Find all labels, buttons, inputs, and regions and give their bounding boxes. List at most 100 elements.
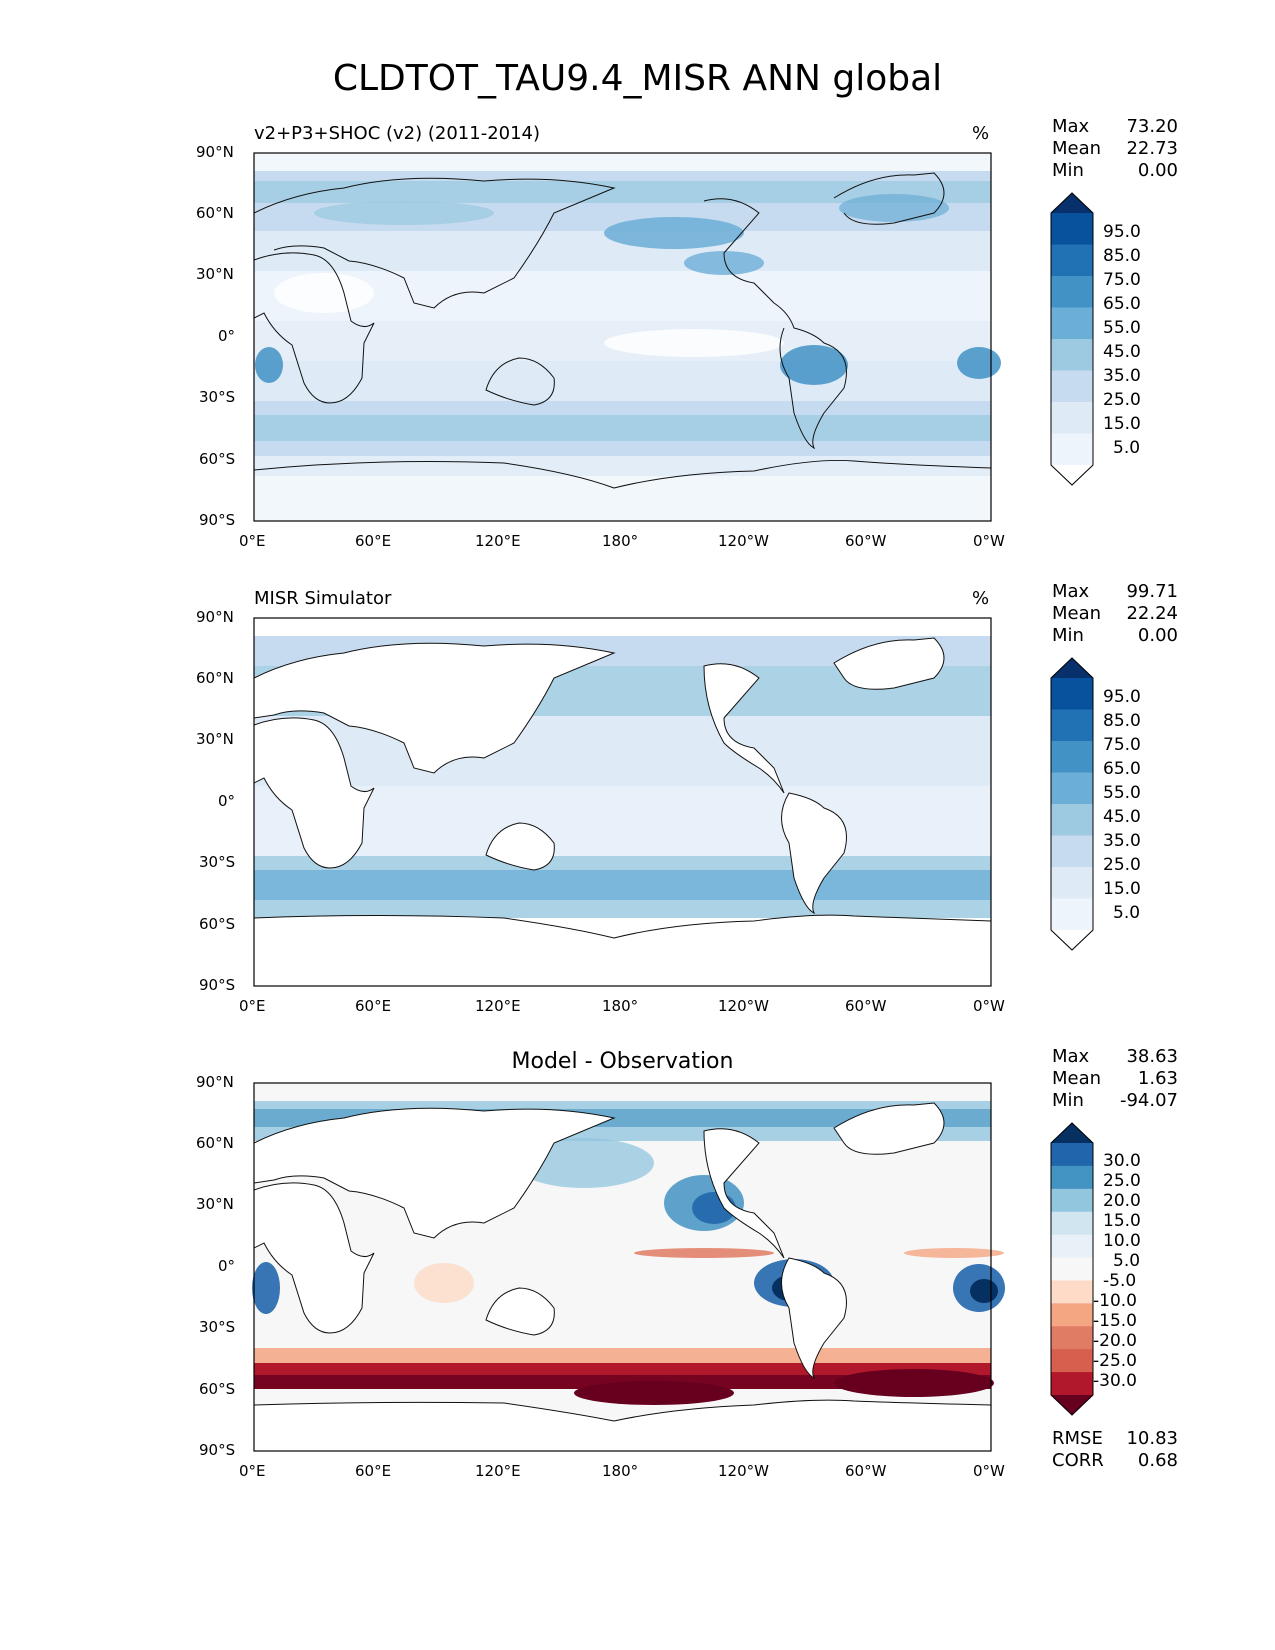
colorbar-label: 45.0: [1103, 342, 1141, 362]
lon-tick: 180°: [602, 1462, 639, 1480]
lat-tick: 0°: [218, 792, 236, 810]
lon-tick: 120°W: [718, 1462, 769, 1480]
lon-tick: 180°: [602, 997, 639, 1015]
lat-tick: 60°S: [199, 1380, 236, 1398]
lat-tick: 30°N: [196, 730, 234, 748]
colorbar-segment: [1051, 678, 1093, 710]
panel-2-colorbar: [1050, 657, 1094, 951]
colorbar-label: 35.0: [1103, 831, 1141, 851]
colorbar-segment: [1051, 339, 1093, 371]
lon-tick: 120°E: [475, 532, 521, 550]
panel-3-stats: Max 38.63 Mean 1.63 Min -94.07: [1052, 1046, 1178, 1111]
colorbar-label: -25.0: [1093, 1351, 1137, 1371]
colorbar-label: 45.0: [1103, 807, 1141, 827]
colorbar-label: -10.0: [1093, 1291, 1137, 1311]
panel-1-stats: Max 73.20 Mean 22.73 Min 0.00: [1052, 116, 1178, 181]
colorbar-segment: [1051, 370, 1093, 403]
colorbar-label: 75.0: [1103, 735, 1141, 755]
colorbar-label: 20.0: [1103, 1191, 1141, 1211]
colorbar-segment: [1051, 1143, 1093, 1167]
lat-tick: 90°S: [199, 976, 236, 994]
lon-tick: 120°W: [718, 532, 769, 550]
lat-tick: 90°S: [199, 511, 236, 529]
panel-3-map: [252, 1082, 1005, 1452]
lon-tick: 120°E: [475, 1462, 521, 1480]
lat-tick: 30°N: [196, 1195, 234, 1213]
lon-tick: 0°W: [973, 997, 1005, 1015]
colorbar-segment: [1051, 244, 1093, 277]
colorbar-segment: [1051, 1280, 1093, 1304]
lon-tick: 60°E: [355, 997, 392, 1015]
colorbar-segment: [1051, 1372, 1093, 1396]
colorbar-segment: [1051, 772, 1093, 805]
figure-title: CLDTOT_TAU9.4_MISR ANN global: [332, 58, 943, 99]
lat-tick: 60°N: [196, 669, 234, 687]
colorbar-outline: [1050, 1122, 1094, 1416]
colorbar-segment: [1051, 1165, 1093, 1190]
colorbar-segment: [1051, 1234, 1093, 1259]
colorbar-label: 65.0: [1103, 294, 1141, 314]
colorbar-label: 55.0: [1103, 318, 1141, 338]
panel-2-units: %: [972, 588, 990, 609]
lon-tick: 120°W: [718, 997, 769, 1015]
lat-tick: 60°N: [196, 204, 234, 222]
colorbar-segment: [1051, 402, 1093, 434]
colorbar-outline: [1050, 192, 1094, 486]
colorbar-segment: [1051, 276, 1093, 308]
colorbar-extend-top: [1051, 193, 1093, 213]
lat-tick: 60°S: [199, 450, 236, 468]
lat-tick: 60°S: [199, 915, 236, 933]
colorbar-outline: [1050, 657, 1094, 951]
colorbar-label: 15.0: [1103, 1211, 1141, 1231]
colorbar-label: 15.0: [1103, 879, 1141, 899]
colorbar-segment: [1051, 1303, 1093, 1327]
colorbar-segment: [1051, 1188, 1093, 1213]
colorbar-label: 25.0: [1103, 1171, 1141, 1191]
colorbar-label: 95.0: [1103, 687, 1141, 707]
colorbar-segment: [1051, 213, 1093, 245]
colorbar-segment: [1051, 1211, 1093, 1236]
lat-tick: 0°: [218, 327, 236, 345]
lat-tick: 90°S: [199, 1441, 236, 1459]
lon-tick: 0°E: [239, 1462, 266, 1480]
lat-tick: 60°N: [196, 1134, 234, 1152]
colorbar-label: 5.0: [1113, 903, 1141, 923]
colorbar-label: 95.0: [1103, 222, 1141, 242]
lon-tick: 0°W: [973, 532, 1005, 550]
lon-tick: 60°E: [355, 532, 392, 550]
colorbar-label: 25.0: [1103, 855, 1141, 875]
colorbar-segment: [1051, 433, 1093, 466]
colorbar-label: 30.0: [1103, 1151, 1141, 1171]
colorbar-extend-bottom: [1051, 930, 1093, 950]
lon-tick: 60°W: [845, 532, 887, 550]
panel-3-title: Model - Observation: [511, 1049, 734, 1074]
lat-tick: 30°S: [199, 388, 236, 406]
lat-tick: 90°N: [196, 143, 234, 161]
lon-tick: 0°E: [239, 532, 266, 550]
colorbar-label: 85.0: [1103, 246, 1141, 266]
panel-3-colorbar: [1050, 1122, 1094, 1416]
lat-tick: 90°N: [196, 608, 234, 626]
lon-tick: 60°W: [845, 997, 887, 1015]
colorbar-extend-bottom: [1051, 465, 1093, 485]
colorbar-segment: [1051, 709, 1093, 742]
lat-tick: 90°N: [196, 1073, 234, 1091]
panel-2-stats: Max 99.71 Mean 22.24 Min 0.00: [1052, 581, 1178, 646]
panel-2-map: [253, 617, 992, 987]
lat-tick: 30°N: [196, 265, 234, 283]
panel-1-colorbar: [1050, 192, 1094, 486]
colorbar-label: 65.0: [1103, 759, 1141, 779]
colorbar-segment: [1051, 1326, 1093, 1350]
lon-tick: 60°W: [845, 1462, 887, 1480]
panel-1-map: [253, 152, 1001, 522]
colorbar-label: 85.0: [1103, 711, 1141, 731]
colorbar-segment: [1051, 804, 1093, 836]
colorbar-segment: [1051, 741, 1093, 773]
lon-tick: 0°E: [239, 997, 266, 1015]
colorbar-label: 75.0: [1103, 270, 1141, 290]
lat-tick: 30°S: [199, 1318, 236, 1336]
colorbar-segment: [1051, 307, 1093, 340]
panel-2-title: MISR Simulator: [254, 588, 392, 609]
colorbar-label: 10.0: [1103, 1231, 1141, 1251]
colorbar-label: 5.0: [1113, 438, 1141, 458]
